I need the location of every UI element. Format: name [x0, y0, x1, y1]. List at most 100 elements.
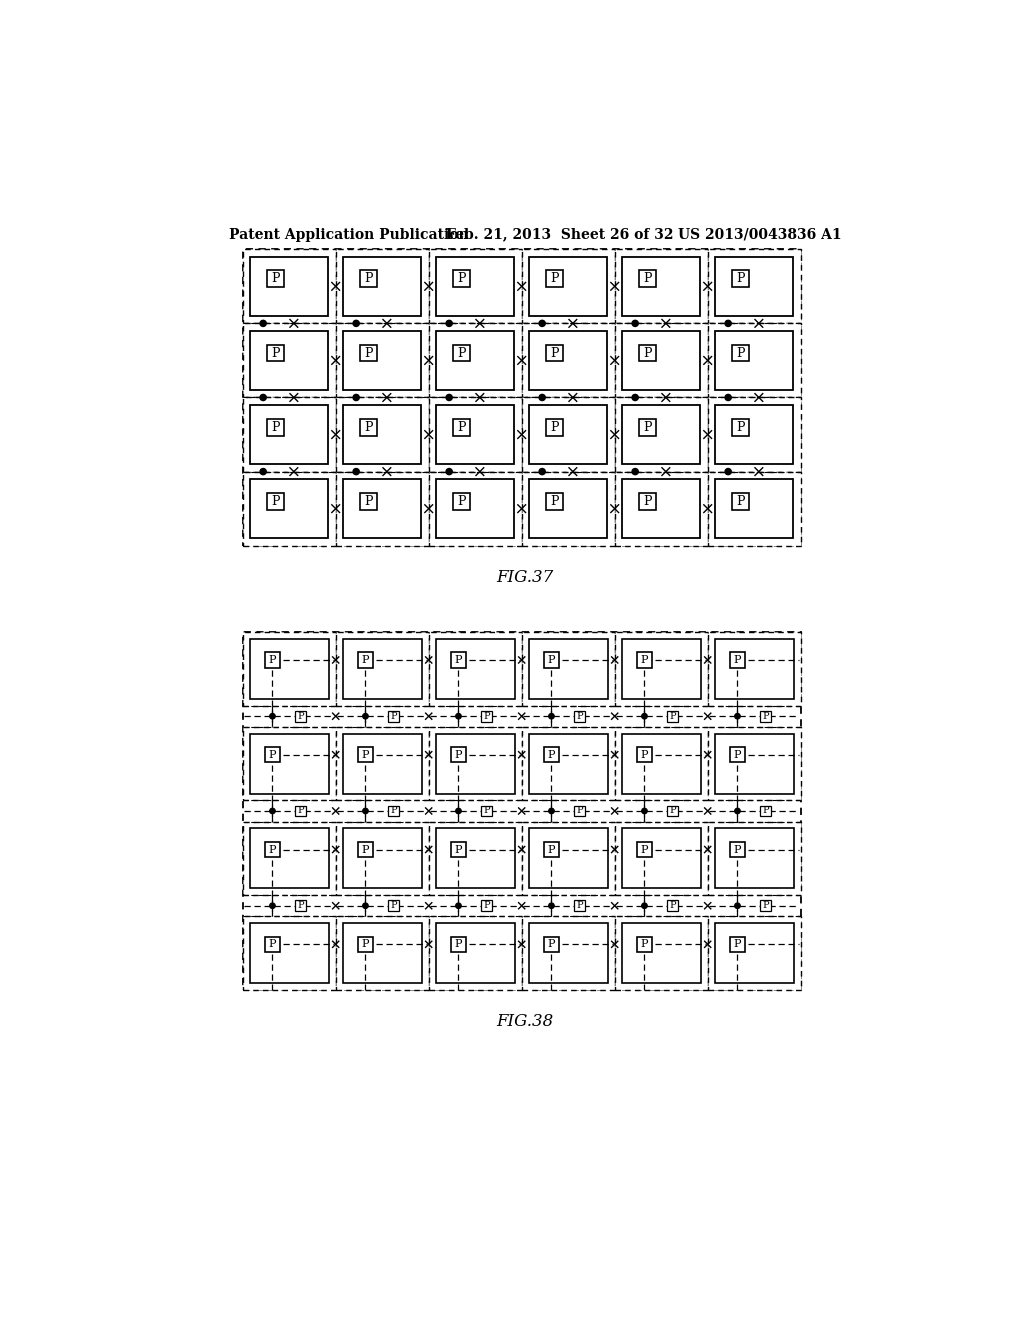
Bar — [544, 652, 559, 668]
Bar — [708, 471, 801, 545]
Bar — [250, 923, 329, 983]
Circle shape — [539, 395, 545, 400]
Bar — [716, 479, 793, 539]
Bar — [639, 418, 655, 436]
Circle shape — [735, 903, 740, 908]
Bar — [521, 249, 614, 323]
Bar — [716, 257, 793, 315]
Bar — [436, 479, 514, 539]
Text: P: P — [643, 347, 651, 359]
Text: P: P — [669, 807, 676, 816]
Bar — [388, 710, 398, 722]
Bar — [637, 652, 652, 668]
Bar — [266, 418, 284, 436]
Bar — [573, 710, 585, 722]
Circle shape — [260, 395, 266, 400]
Bar — [546, 345, 563, 362]
Text: P: P — [271, 347, 280, 359]
Text: P: P — [641, 845, 648, 854]
Circle shape — [632, 395, 638, 400]
Bar — [730, 937, 745, 952]
Bar — [453, 492, 470, 510]
Bar — [266, 271, 284, 288]
Bar — [243, 249, 801, 545]
Text: P: P — [361, 940, 370, 949]
Circle shape — [362, 714, 369, 719]
Bar — [265, 937, 281, 952]
Circle shape — [725, 321, 731, 326]
Text: P: P — [457, 272, 466, 285]
Text: US 2013/0043836 A1: US 2013/0043836 A1 — [678, 227, 842, 242]
Circle shape — [632, 321, 638, 326]
Text: P: P — [364, 421, 373, 434]
Bar — [614, 916, 708, 990]
Bar — [343, 479, 421, 539]
Bar — [623, 257, 700, 315]
Text: P: P — [548, 940, 555, 949]
Bar — [336, 916, 429, 990]
Text: P: P — [457, 421, 466, 434]
Bar — [336, 471, 429, 545]
Bar — [336, 249, 429, 323]
Bar — [732, 418, 749, 436]
Bar — [622, 923, 700, 983]
Text: P: P — [734, 750, 741, 760]
Bar — [243, 727, 336, 800]
Bar — [243, 916, 336, 990]
Text: P: P — [271, 421, 280, 434]
Bar — [529, 405, 607, 463]
Text: P: P — [271, 272, 280, 285]
Bar — [251, 405, 328, 463]
Text: P: P — [641, 940, 648, 949]
Bar — [708, 821, 801, 895]
Bar — [295, 900, 306, 911]
Circle shape — [725, 469, 731, 475]
Circle shape — [539, 321, 545, 326]
Bar — [708, 916, 801, 990]
Bar — [614, 397, 708, 471]
Bar — [481, 710, 492, 722]
Text: P: P — [297, 807, 304, 816]
Bar — [436, 257, 514, 315]
Circle shape — [725, 395, 731, 400]
Circle shape — [260, 469, 266, 475]
Bar — [667, 900, 678, 911]
Text: P: P — [361, 845, 370, 854]
Bar — [243, 632, 801, 990]
Circle shape — [549, 808, 554, 813]
Bar — [667, 710, 678, 722]
Text: P: P — [734, 845, 741, 854]
Bar — [343, 923, 422, 983]
Bar — [546, 492, 563, 510]
Bar — [573, 900, 585, 911]
Bar — [715, 829, 794, 888]
Circle shape — [632, 469, 638, 475]
Bar — [708, 397, 801, 471]
Text: P: P — [457, 347, 466, 359]
Bar — [436, 331, 514, 389]
Bar — [715, 923, 794, 983]
Bar — [265, 652, 281, 668]
Bar — [357, 937, 373, 952]
Bar — [708, 632, 801, 706]
Bar — [637, 842, 652, 857]
Bar — [573, 805, 585, 816]
Text: P: P — [455, 940, 462, 949]
Text: P: P — [271, 495, 280, 508]
Bar — [623, 479, 700, 539]
Bar — [528, 639, 607, 698]
Bar — [265, 747, 281, 763]
Bar — [243, 249, 336, 323]
Bar — [760, 710, 771, 722]
Bar — [359, 492, 377, 510]
Bar — [639, 345, 655, 362]
Circle shape — [735, 714, 740, 719]
Text: P: P — [457, 495, 466, 508]
Text: P: P — [736, 272, 744, 285]
Circle shape — [362, 808, 369, 813]
Bar — [336, 632, 429, 706]
Bar — [521, 821, 614, 895]
Bar — [639, 492, 655, 510]
Text: P: P — [669, 711, 676, 721]
Bar — [716, 405, 793, 463]
